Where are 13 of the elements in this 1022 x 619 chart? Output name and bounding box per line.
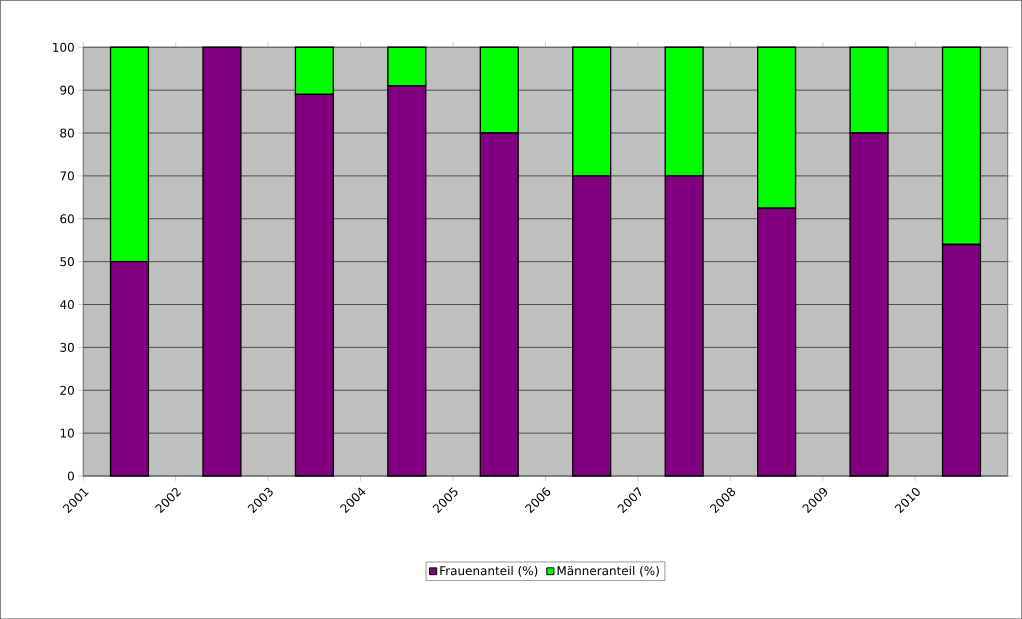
y-tick-label: 70 xyxy=(60,171,74,181)
y-tick-label: 30 xyxy=(60,342,74,352)
y-tick-label: 20 xyxy=(60,385,74,395)
y-tick-label: 0 xyxy=(67,471,74,481)
y-tick-label: 100 xyxy=(53,42,74,52)
legend-label: Frauenanteil (%) xyxy=(440,565,538,577)
y-tick-label: 10 xyxy=(60,428,74,438)
y-tick-label: 60 xyxy=(60,214,74,224)
y-tick-label: 40 xyxy=(60,299,74,309)
legend-label: Männeranteil (%) xyxy=(557,565,659,577)
y-tick-label: 80 xyxy=(60,128,74,138)
y-tick-label: 50 xyxy=(60,257,74,267)
y-tick-label: 90 xyxy=(60,85,74,95)
